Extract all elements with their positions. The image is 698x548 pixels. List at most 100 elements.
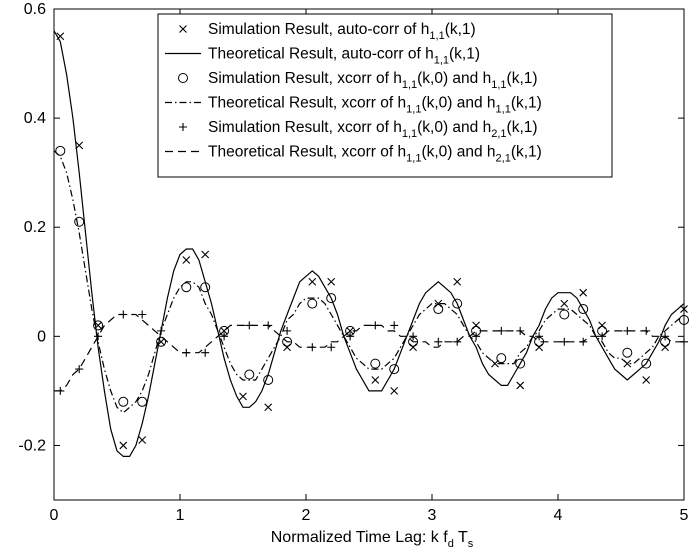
data-point-circle-marker [93,320,104,331]
data-point-plus-marker [283,326,292,335]
y-tick-label: -0.2 [18,437,46,454]
series-1 [56,32,688,450]
data-point-circle-marker [263,374,274,385]
data-point-plus-marker [327,343,336,352]
data-point-plus-marker [453,337,462,346]
series-2 [53,30,685,457]
data-point-x-marker [308,277,317,286]
legend-label: Theoretical Result, xcorr of h1,1(k,0) a… [208,95,542,116]
axes-frame [53,8,685,501]
series-layer [53,30,689,457]
x-tick-label: 4 [554,507,563,524]
data-point-plus-marker [346,332,355,341]
legend-label: Simulation Result, xcorr of h1,1(k,0) an… [208,119,538,140]
data-point-circle-marker [641,358,652,369]
legend-entry: Theoretical Result, xcorr of h1,1(k,0) a… [165,144,542,165]
data-point-plus-marker [179,123,187,131]
data-point-x-marker [535,343,543,352]
data-point-circle-marker [74,216,85,227]
data-point-plus-marker [94,332,103,341]
legend-label: Simulation Result, auto-corr of h1,1(k,1… [208,21,476,42]
data-point-plus-marker [535,332,544,341]
data-point-circle-marker [433,304,444,315]
data-point-circle-marker [55,145,66,156]
legend-box [157,13,613,178]
data-point-x-marker [434,299,443,308]
series-line [54,313,684,392]
series-line [53,30,685,457]
data-point-x-marker [642,376,651,384]
legend: Simulation Result, auto-corr of h1,1(k,1… [157,13,613,178]
data-point-plus-marker [472,332,481,341]
data-point-x-marker [390,387,399,395]
data-point-x-marker [661,343,669,352]
data-point-plus-marker [390,321,399,330]
data-point-plus-marker [409,332,418,341]
data-point-x-marker [598,321,606,330]
data-point-circle-marker [622,347,633,358]
data-point-x-marker [201,250,210,259]
x-tick-label: 3 [428,507,437,524]
legend-entry: Simulation Result, xcorr of h1,1(k,0) an… [178,70,538,91]
x-tick-label: 1 [176,507,185,524]
data-point-plus-marker [157,326,166,335]
data-point-x-marker [179,25,187,33]
data-point-x-marker [453,277,462,286]
data-point-x-marker [327,277,336,286]
data-point-circle-marker [578,304,589,315]
x-tick-label: 5 [680,507,689,524]
series-line [53,150,685,414]
data-point-circle-marker [307,298,318,309]
data-point-circle-marker [156,336,167,347]
data-point-circle-marker [244,369,255,380]
legend-label: Theoretical Result, xcorr of h1,1(k,0) a… [208,144,542,165]
data-point-circle-marker [496,353,507,364]
y-tick-label: 0.6 [24,1,46,18]
data-point-x-marker [371,376,380,384]
data-point-circle-marker [282,336,293,347]
data-point-x-marker [516,381,525,390]
series-6 [54,313,684,392]
legend-label: Theoretical Result, auto-corr of h1,1(k,… [208,46,480,67]
legend-entry: Theoretical Result, auto-corr of h1,1(k,… [165,46,480,67]
data-point-circle-marker [370,358,381,369]
legend-entry: Theoretical Result, xcorr of h1,1(k,0) a… [165,95,542,116]
data-point-plus-marker [434,337,443,346]
y-tick-label: 0 [37,328,46,345]
data-point-x-marker [491,359,499,368]
axes-layer: 0 1 2 3 4 5 -0.2 0 0.2 0.4 0.6 [18,1,688,524]
data-point-circle-marker [137,396,148,407]
data-point-plus-marker [75,365,84,374]
legend-label: Simulation Result, xcorr of h1,1(k,0) an… [208,70,538,91]
data-point-circle-marker [181,282,192,293]
data-point-circle-marker [326,293,337,304]
legend-entry: Simulation Result, xcorr of h1,1(k,0) an… [179,119,538,140]
data-point-x-marker [283,343,291,352]
data-point-circle-marker [389,364,400,375]
data-point-x-marker [239,392,247,401]
data-point-circle-marker [559,309,570,320]
data-point-x-marker [409,343,417,352]
data-point-plus-marker [138,310,147,319]
series-4 [53,150,685,414]
data-point-circle-marker [178,73,188,83]
x-axis-label: Normalized Time Lag: k fd Ts [271,529,474,548]
x-tick-label: 2 [302,507,311,524]
y-tick-label: 0.4 [24,110,46,127]
data-point-plus-marker [201,348,210,357]
data-point-circle-marker [452,298,463,309]
data-point-circle-marker [118,396,129,407]
data-point-x-marker [560,299,569,308]
data-point-x-marker [264,403,273,412]
data-point-x-marker [119,441,128,450]
data-point-circle-marker [200,282,211,293]
data-point-x-marker [472,321,480,330]
data-point-plus-marker [598,332,607,341]
data-point-plus-marker [220,332,229,341]
x-tick-label: 0 [50,507,59,524]
legend-entry: Simulation Result, auto-corr of h1,1(k,1… [179,21,476,42]
data-point-x-marker [579,288,588,297]
series-3 [55,145,689,407]
y-tick-label: 0.2 [24,219,46,236]
